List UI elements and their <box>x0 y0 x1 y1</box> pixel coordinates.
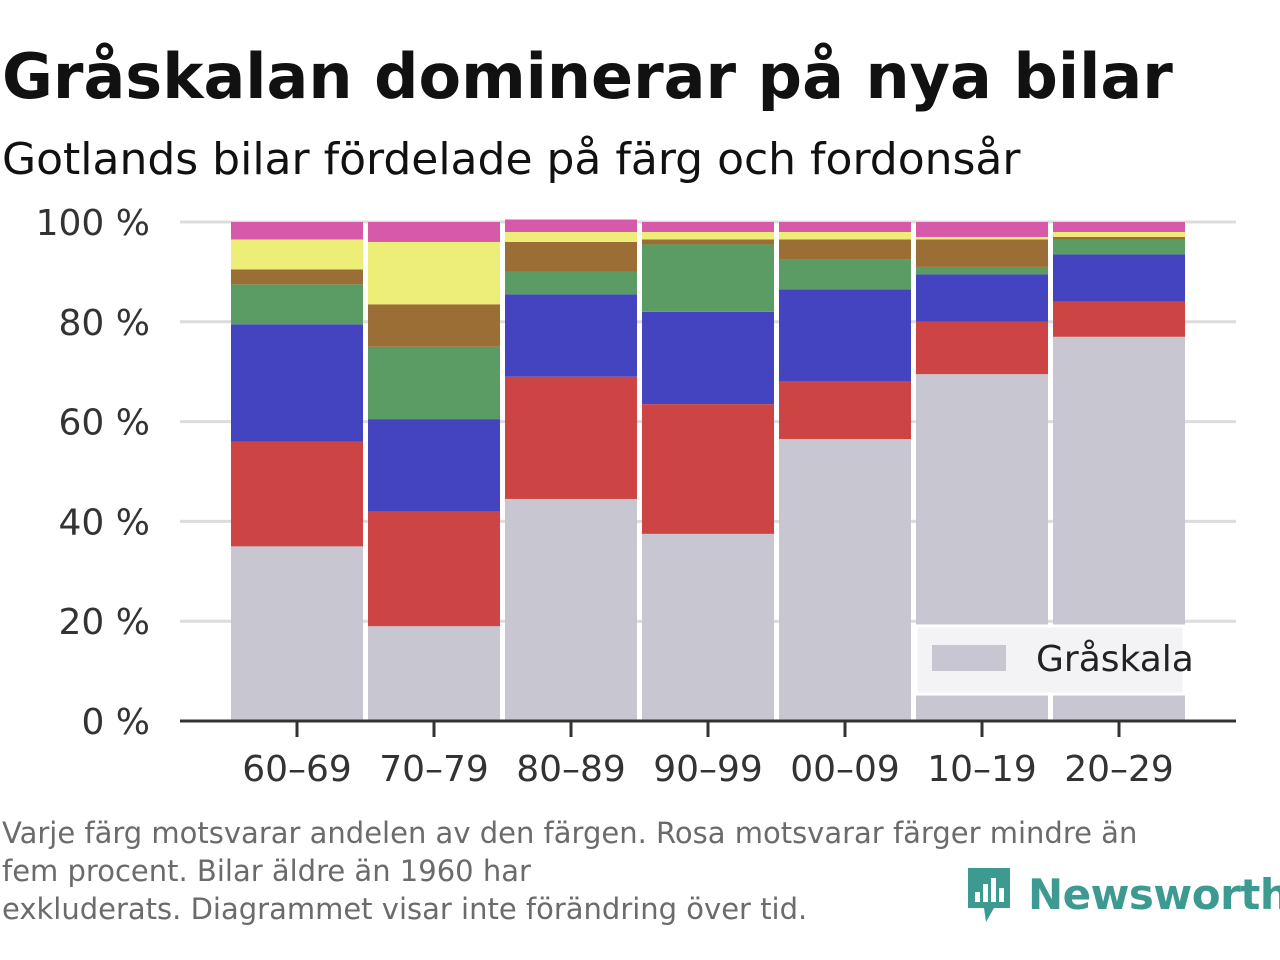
bar-segment <box>231 324 363 442</box>
bar-segment <box>231 239 363 270</box>
bar-segment <box>1053 236 1185 240</box>
bar-segment <box>231 222 363 240</box>
bar-segment <box>368 626 500 721</box>
y-tick-label: 20 % <box>59 602 150 643</box>
bar-segment <box>368 511 500 627</box>
x-tick-label: 00–09 <box>790 749 900 790</box>
x-tick-label: 80–89 <box>516 749 626 790</box>
bar-segment <box>779 231 911 240</box>
bar-segment <box>916 274 1048 322</box>
chart-title: Gråskalan dominerar på nya bilar <box>2 40 1173 113</box>
bar-segment <box>916 266 1048 275</box>
y-tick-label: 100 % <box>36 203 150 244</box>
bar-segment <box>642 222 774 232</box>
bar-segment <box>368 419 500 512</box>
bar-segment <box>916 236 1048 240</box>
bar-segment <box>916 239 1048 267</box>
bar-segment <box>505 271 637 295</box>
bar-segment <box>231 546 363 721</box>
bar-segment <box>505 294 637 377</box>
bar-segment <box>368 304 500 347</box>
bar-segment <box>505 241 637 272</box>
stacked-bar-chart: 0 % 20 % 40 % 60 % 80 % 100 % 60–69 70–79 80–89 9… <box>36 203 1236 790</box>
bar-segment <box>642 311 774 405</box>
bar-segment <box>505 231 637 242</box>
bar-segment <box>1053 222 1185 232</box>
bar-segment <box>916 321 1048 375</box>
bar-segment <box>505 498 637 721</box>
x-tick-label: 90–99 <box>653 749 763 790</box>
newsworthy-logo: Newsworthy <box>964 862 1280 926</box>
y-tick-label: 0 % <box>81 702 150 743</box>
bar-segment <box>1053 254 1185 302</box>
x-tick-label: 70–79 <box>379 749 489 790</box>
bar-segment <box>505 376 637 499</box>
bar-segment <box>642 244 774 312</box>
y-tick-label: 60 % <box>59 403 150 444</box>
bar-segment <box>642 404 774 534</box>
bar-segment <box>1053 301 1185 337</box>
bar-segment <box>505 219 637 232</box>
bar-segment <box>779 289 911 382</box>
chart-subtitle: Gotlands bilar fördelade på färg och for… <box>2 134 1021 185</box>
bar-segment <box>779 439 911 721</box>
bar-segment <box>1053 231 1185 237</box>
y-tick-label: 80 % <box>59 303 150 344</box>
bar-segment <box>1053 239 1185 255</box>
x-tick-label: 20–29 <box>1064 749 1174 790</box>
newsworthy-icon <box>968 868 1010 922</box>
bar-segment <box>368 346 500 420</box>
bar-segment <box>779 381 911 440</box>
y-tick-label: 40 % <box>59 502 150 543</box>
bar-segment <box>231 284 363 325</box>
bar-segment <box>779 222 911 232</box>
x-tick-label: 60–69 <box>242 749 352 790</box>
bar-segment <box>642 239 774 245</box>
legend-swatch <box>932 645 1006 671</box>
legend-label: Gråskala <box>1036 639 1194 680</box>
bar-segment <box>231 441 363 547</box>
bar-segment <box>368 241 500 305</box>
x-tick-label: 10–19 <box>927 749 1037 790</box>
brand-name: Newsworthy <box>1028 869 1280 919</box>
bar-segment <box>779 239 911 260</box>
footnote: Varje färg motsvarar andelen av den färg… <box>2 816 1138 926</box>
bar-segment <box>368 222 500 242</box>
bar-segment <box>231 269 363 285</box>
bar-segment <box>642 533 774 721</box>
bar-segment <box>779 259 911 290</box>
bar-segment <box>642 231 774 240</box>
bar-segment <box>916 222 1048 237</box>
